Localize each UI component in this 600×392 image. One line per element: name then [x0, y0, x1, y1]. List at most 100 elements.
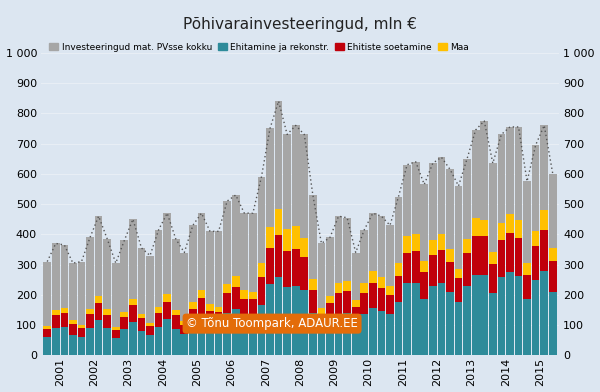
Bar: [61, 313, 68, 327]
Bar: [455, 186, 463, 356]
Bar: [86, 238, 94, 356]
Bar: [421, 299, 428, 356]
Bar: [283, 287, 291, 356]
Bar: [189, 302, 197, 309]
Bar: [361, 314, 368, 356]
Bar: [249, 213, 257, 356]
Bar: [541, 230, 548, 271]
Bar: [301, 257, 308, 290]
Bar: [481, 236, 488, 275]
Bar: [446, 169, 454, 356]
Bar: [257, 263, 265, 277]
Bar: [69, 335, 77, 356]
Bar: [472, 218, 479, 236]
Bar: [155, 307, 163, 313]
Bar: [369, 308, 377, 356]
Bar: [395, 196, 403, 356]
Bar: [506, 127, 514, 356]
Bar: [369, 283, 377, 308]
Bar: [395, 301, 403, 356]
Bar: [43, 337, 51, 356]
Bar: [137, 314, 145, 318]
Bar: [421, 184, 428, 356]
Bar: [515, 220, 523, 238]
Bar: [326, 238, 334, 356]
Bar: [472, 130, 479, 356]
Bar: [317, 308, 325, 314]
Bar: [112, 327, 119, 330]
Bar: [43, 261, 51, 356]
Bar: [61, 327, 68, 356]
Bar: [249, 299, 257, 317]
Bar: [77, 325, 85, 328]
Bar: [532, 280, 539, 356]
Bar: [455, 278, 463, 303]
Bar: [377, 216, 385, 356]
Bar: [257, 305, 265, 356]
Bar: [266, 284, 274, 356]
Bar: [361, 283, 368, 293]
Bar: [429, 287, 437, 356]
Bar: [103, 314, 111, 328]
Bar: [361, 230, 368, 356]
Bar: [515, 127, 523, 356]
Bar: [317, 314, 325, 328]
Bar: [283, 134, 291, 356]
Bar: [43, 326, 51, 329]
Bar: [489, 264, 497, 293]
Bar: [369, 213, 377, 356]
Bar: [523, 263, 531, 275]
Bar: [283, 229, 291, 251]
Bar: [481, 121, 488, 356]
Bar: [403, 236, 411, 252]
Bar: [489, 293, 497, 356]
Bar: [112, 338, 119, 356]
Bar: [77, 261, 85, 356]
Bar: [215, 231, 223, 356]
Bar: [309, 290, 317, 313]
Bar: [386, 225, 394, 356]
Bar: [223, 284, 231, 293]
Bar: [249, 292, 257, 299]
Bar: [403, 252, 411, 283]
Bar: [412, 234, 419, 251]
Bar: [206, 304, 214, 310]
Bar: [317, 243, 325, 356]
Bar: [497, 277, 505, 356]
Bar: [352, 252, 359, 356]
Bar: [266, 248, 274, 284]
Bar: [86, 309, 94, 314]
Bar: [515, 238, 523, 276]
Bar: [181, 252, 188, 356]
Bar: [137, 248, 145, 356]
Bar: [172, 329, 179, 356]
Bar: [497, 240, 505, 277]
Bar: [172, 239, 179, 356]
Bar: [129, 321, 137, 356]
Bar: [129, 219, 137, 356]
Bar: [121, 240, 128, 356]
Bar: [197, 290, 205, 298]
Bar: [52, 310, 59, 316]
Bar: [137, 330, 145, 356]
Bar: [523, 181, 531, 356]
Bar: [335, 314, 343, 356]
Bar: [429, 255, 437, 287]
Bar: [189, 225, 197, 356]
Bar: [52, 243, 59, 356]
Bar: [463, 253, 471, 287]
Bar: [69, 263, 77, 356]
Bar: [343, 313, 351, 356]
Bar: [437, 250, 445, 283]
Bar: [292, 249, 299, 286]
Bar: [335, 216, 343, 356]
Bar: [377, 277, 385, 288]
Bar: [146, 256, 154, 356]
Bar: [121, 317, 128, 329]
Bar: [421, 272, 428, 299]
Bar: [241, 290, 248, 299]
Bar: [103, 328, 111, 356]
Bar: [215, 307, 223, 312]
Title: Põhivarainvesteeringud, mln €: Põhivarainvesteeringud, mln €: [183, 17, 417, 32]
Bar: [241, 213, 248, 356]
